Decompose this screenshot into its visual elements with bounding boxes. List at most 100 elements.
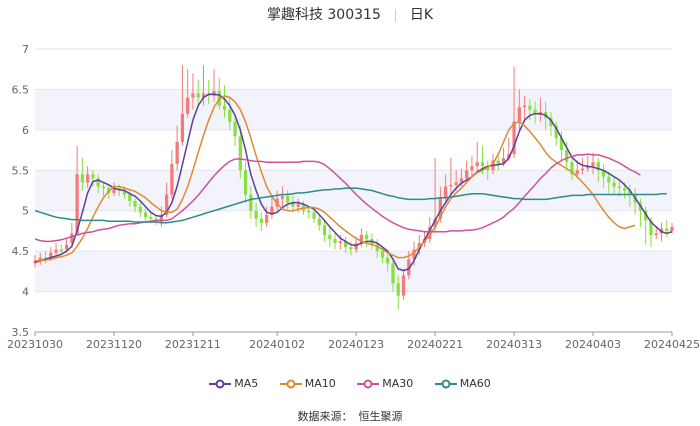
legend-item-ma60[interactable]: MA60 [434,377,491,390]
candle-body [533,109,537,114]
candle-body [380,251,385,258]
candle-body [596,162,600,171]
y-tick-label: 7 [22,43,29,56]
candle-body [575,170,579,175]
chart-title: 掌趣科技 300315 [266,7,381,23]
candle-body [591,162,595,167]
candle-body [570,162,574,175]
candle-body [438,198,442,219]
candle-body [391,263,395,284]
legend-item-ma10[interactable]: MA10 [279,377,336,390]
chart-legend: MA5 MA10 MA30 MA60 [0,377,700,390]
candle-body [401,275,406,296]
candle-body [522,105,527,108]
candle-body [259,218,264,223]
legend-label-ma60: MA60 [459,377,491,390]
x-tick-label: 20231030 [7,338,63,351]
candle-body [112,188,116,193]
candle-body [649,220,653,235]
candle-body [407,259,411,276]
legend-marker-ma5 [209,379,232,389]
series-line-ma10 [35,95,636,262]
candle-body [465,170,469,179]
x-tick-label: 20240102 [249,338,305,351]
candle-body [164,194,169,215]
chart-title-bar: 掌趣科技 300315 日K [0,4,700,24]
candle-body [180,113,185,142]
candle-body [328,234,332,240]
y-tick-label: 6 [22,124,29,137]
x-tick-label: 20240313 [486,338,542,351]
candle-body [654,233,658,235]
x-tick-label: 20240425 [644,338,700,351]
candle-body [191,93,195,98]
candle-body [412,249,416,260]
chart-period: 日K [409,7,434,23]
candle-body [138,206,142,213]
candle-body [622,188,627,191]
candle-body [559,137,564,151]
candle-body [122,190,127,195]
candle-body [475,162,479,167]
candle-body [59,249,63,252]
candle-body [54,249,58,253]
candle-body [96,178,100,187]
candle-body [175,141,179,164]
candle-body [670,226,674,231]
y-tick-label: 6.5 [12,83,30,96]
candle-body [317,218,321,226]
candle-body [296,204,300,207]
legend-item-ma30[interactable]: MA30 [357,377,413,390]
candle-body [80,174,85,183]
y-tick-label: 5 [22,205,29,218]
candle-body [243,170,248,195]
candle-body [517,107,521,122]
candle-body [101,186,106,189]
candle-body [91,174,95,179]
series-line-ma60 [34,187,667,224]
candle-body [607,176,611,183]
series-line-ma30 [34,153,641,243]
candle-body [580,168,585,171]
candle-body [301,204,306,211]
candle-body [143,212,148,218]
candle-body [128,194,132,202]
candle-body [38,257,42,261]
candle-body [212,91,216,96]
candle-body [291,202,295,207]
candle-body [617,186,621,189]
candle-body [628,190,632,195]
candle-body [612,182,616,187]
candle-body [275,198,279,207]
candle-body [443,186,448,199]
y-tick-label: 4 [22,286,29,299]
candle-body [249,194,253,211]
candle-body [480,162,485,167]
x-tick-label: 20240123 [328,338,384,351]
candle-body [265,214,269,223]
legend-label-ma10: MA10 [304,377,336,390]
x-tick-label: 20240403 [565,338,621,351]
source-provider: 恒生聚源 [358,410,403,423]
candle-body [486,166,490,171]
candle-body [528,105,532,110]
candle-body [512,121,516,155]
candle-body [565,150,569,163]
legend-item-ma5[interactable]: MA5 [209,377,258,390]
grid-band [35,89,672,130]
candle-body [196,93,200,98]
candle-body [186,97,190,114]
candle-body [75,174,79,234]
candle-body [507,154,511,159]
candle-body [433,218,437,227]
grid-band [35,251,672,292]
x-tick-label: 20231211 [165,338,221,351]
candle-body [428,226,432,240]
candle-body [375,244,379,252]
data-source: 数据来源： 恒生聚源 [0,408,700,424]
candle-body [333,239,337,244]
candle-body [233,121,237,137]
candle-body [538,112,543,114]
y-tick-label: 5.5 [12,164,30,177]
